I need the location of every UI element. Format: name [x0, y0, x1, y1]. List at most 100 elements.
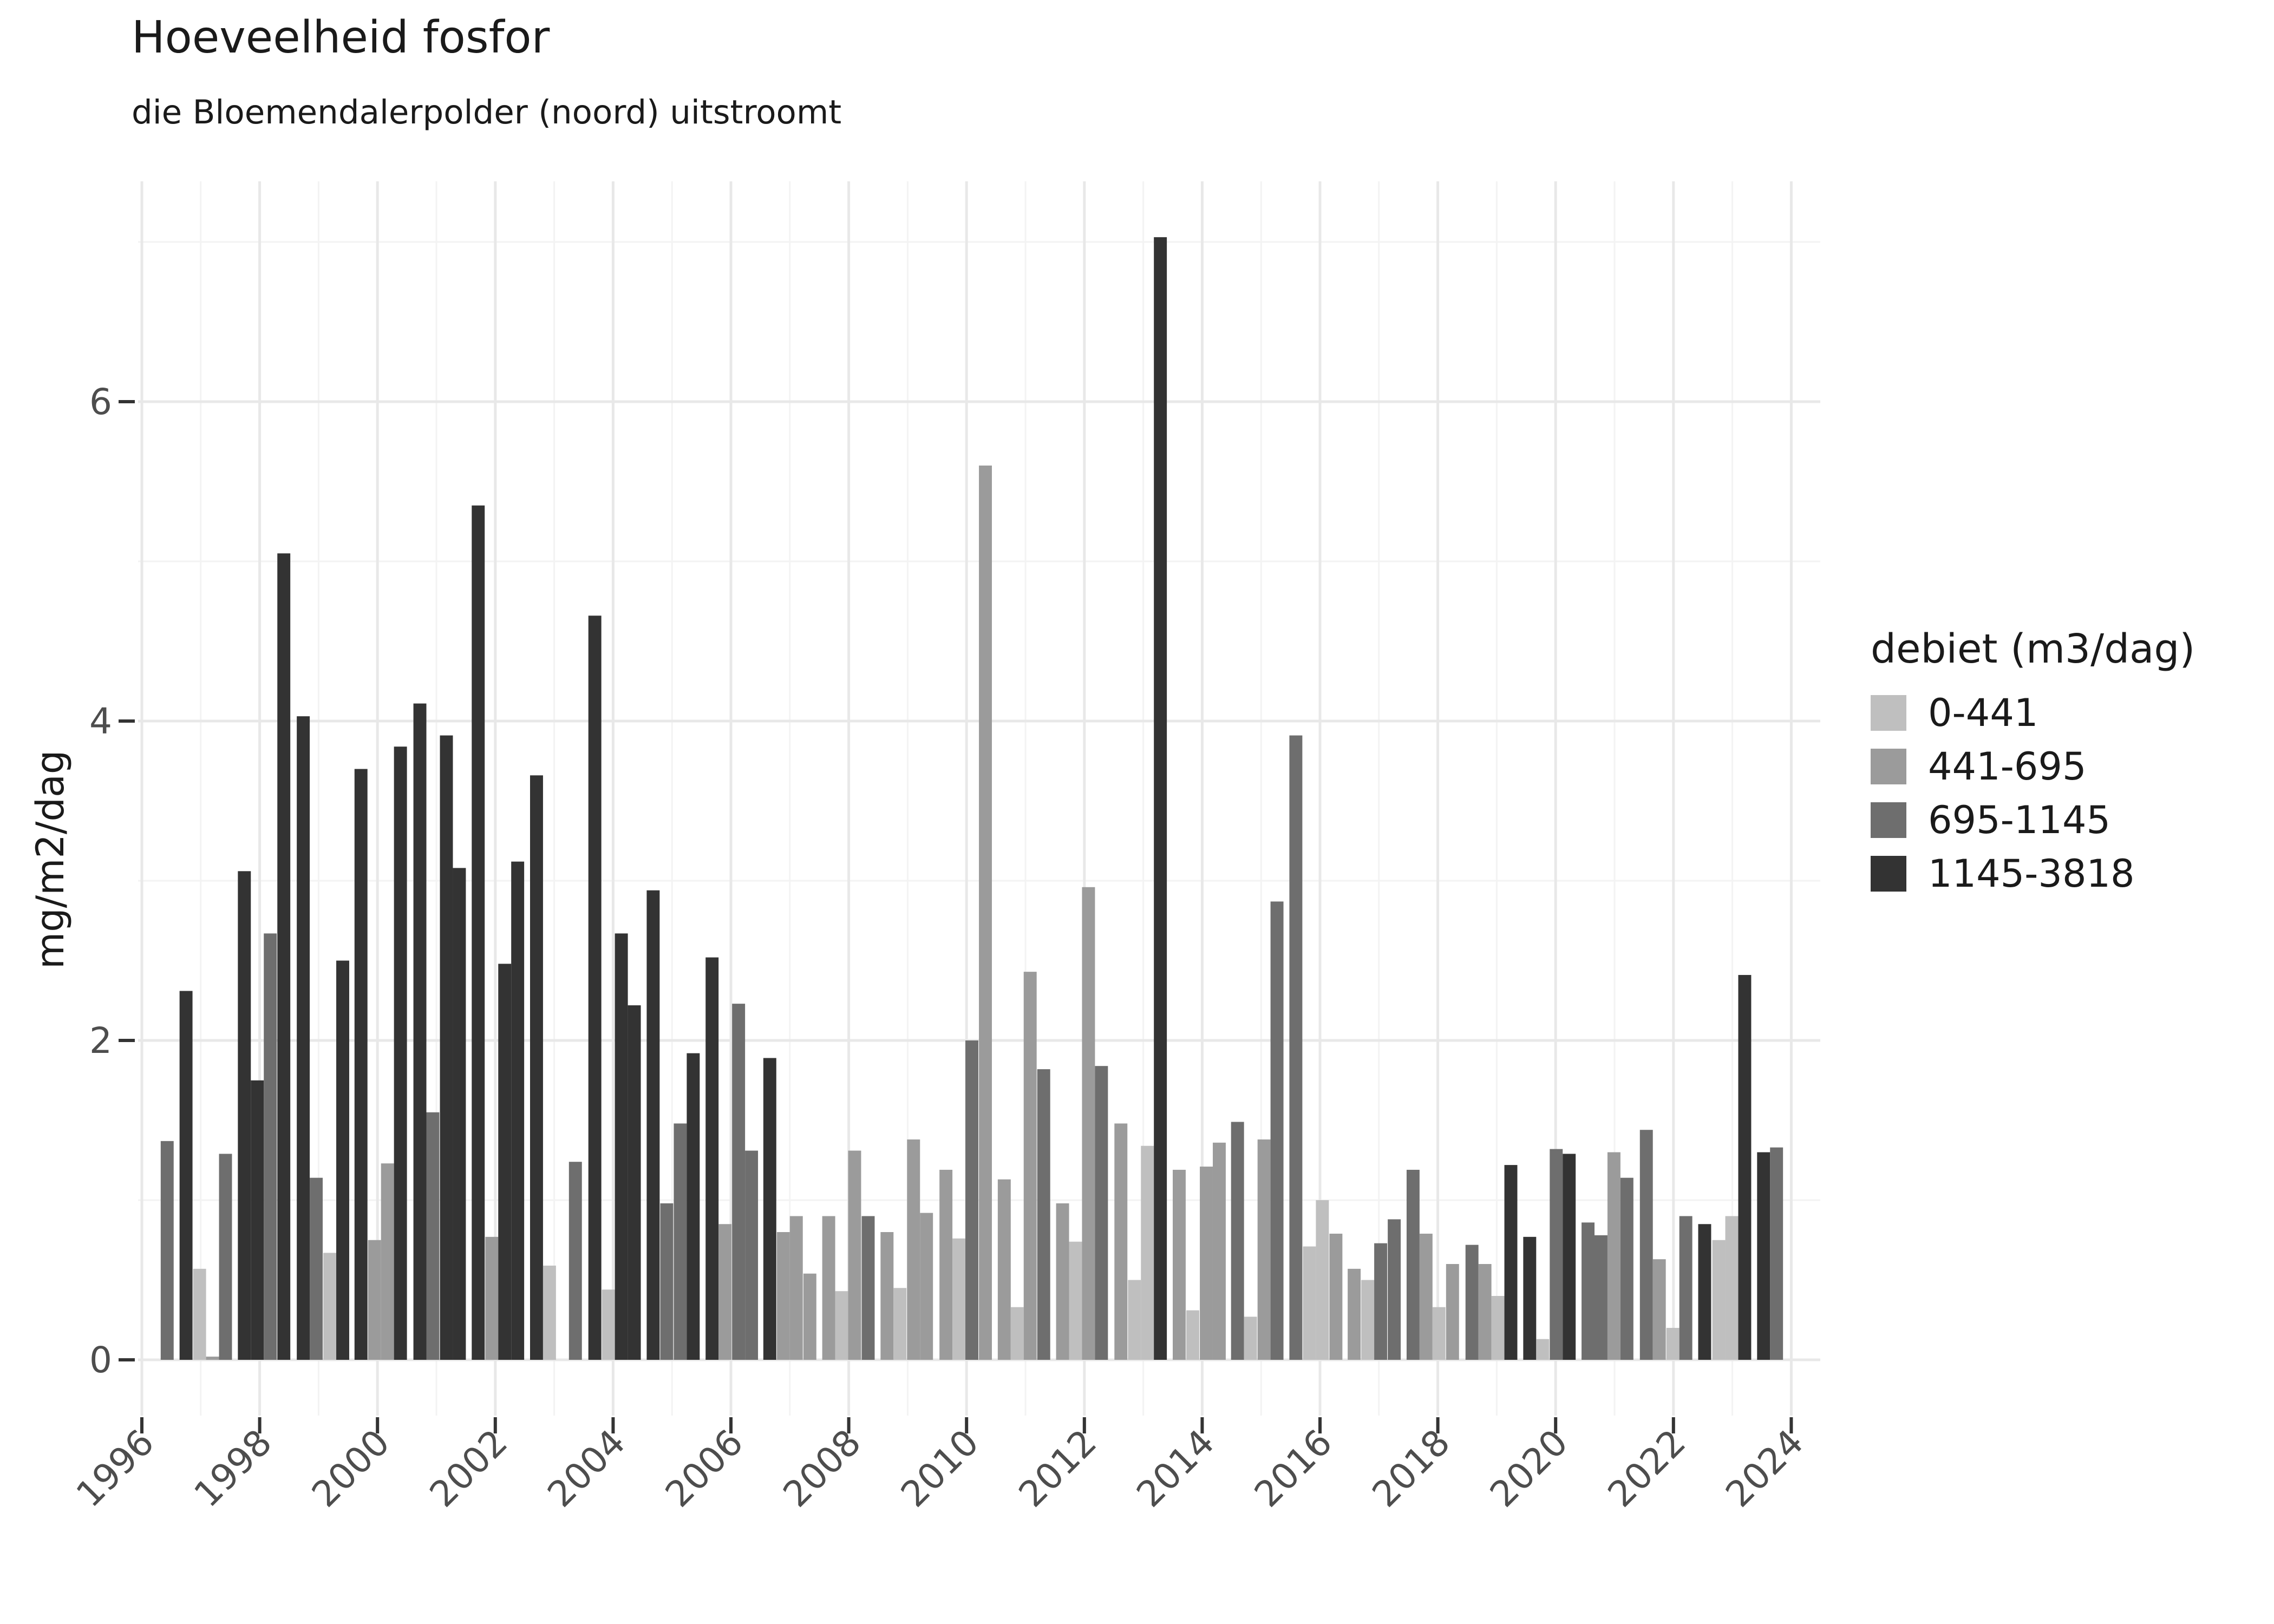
- bar: [1303, 1246, 1316, 1360]
- legend-item: 441-695: [1871, 744, 2195, 789]
- bar: [1639, 1130, 1653, 1360]
- bar: [1270, 901, 1284, 1360]
- bar: [660, 1203, 674, 1360]
- bar: [1478, 1264, 1492, 1360]
- x-tick-label: 2018: [1364, 1422, 1458, 1515]
- legend-swatch-1145-3818: [1871, 856, 1906, 892]
- bar: [1257, 1139, 1271, 1360]
- bar: [498, 964, 512, 1360]
- bar: [368, 1240, 381, 1360]
- bar: [1200, 1167, 1213, 1360]
- bar: [1128, 1280, 1141, 1360]
- legend-swatch-695-1145: [1871, 802, 1906, 838]
- bar: [1419, 1233, 1433, 1360]
- y-tick-label: 6: [89, 381, 112, 423]
- chart-subtitle: die Bloemendalerpolder (noord) uitstroom…: [132, 93, 842, 132]
- bar: [861, 1216, 875, 1360]
- bar: [1023, 972, 1037, 1360]
- bar: [1536, 1339, 1550, 1360]
- bar: [907, 1139, 920, 1360]
- bar: [848, 1150, 861, 1360]
- bar: [160, 1141, 174, 1360]
- bar: [511, 861, 525, 1360]
- bar: [1582, 1222, 1595, 1360]
- bar: [880, 1232, 894, 1360]
- x-tick-label: 1998: [186, 1422, 280, 1515]
- x-tick-label: 2008: [775, 1422, 869, 1515]
- bar: [705, 957, 719, 1360]
- bar: [939, 1169, 953, 1360]
- bar: [1329, 1233, 1343, 1360]
- bar: [1173, 1169, 1186, 1360]
- bar: [413, 703, 427, 1360]
- bar: [453, 868, 466, 1360]
- legend-label: 695-1145: [1928, 798, 2111, 842]
- bar: [1374, 1243, 1388, 1360]
- bar: [1757, 1152, 1770, 1360]
- bar: [310, 1177, 323, 1360]
- bar: [718, 1224, 732, 1360]
- bar: [1595, 1235, 1608, 1360]
- bar: [687, 1053, 700, 1360]
- bar: [1725, 1216, 1739, 1360]
- bar: [1406, 1169, 1420, 1360]
- y-tick-label: 2: [89, 1020, 112, 1062]
- bar: [238, 871, 251, 1360]
- bar: [1316, 1200, 1329, 1360]
- bar: [1620, 1177, 1633, 1360]
- bar: [1361, 1280, 1375, 1360]
- bar: [1069, 1241, 1082, 1360]
- bar: [219, 1154, 232, 1360]
- bar: [1388, 1219, 1401, 1360]
- bar: [277, 553, 291, 1360]
- bar: [1212, 1142, 1226, 1360]
- bar: [1141, 1145, 1154, 1360]
- bar: [1056, 1203, 1069, 1360]
- bar: [1491, 1296, 1505, 1360]
- bar: [588, 615, 602, 1360]
- bar: [745, 1150, 759, 1360]
- bar: [543, 1265, 556, 1360]
- bar: [615, 933, 628, 1360]
- bar: [264, 933, 277, 1360]
- bar: [763, 1058, 776, 1360]
- bar: [1666, 1328, 1680, 1360]
- bar: [997, 1179, 1011, 1360]
- bar: [646, 890, 660, 1360]
- x-tick-label: 2002: [422, 1422, 515, 1515]
- bar: [965, 1040, 978, 1360]
- legend-label: 0-441: [1928, 691, 2038, 735]
- x-tick-label: 2000: [304, 1422, 397, 1515]
- y-tick-label: 4: [89, 700, 112, 742]
- x-tick-label: 2016: [1246, 1422, 1340, 1515]
- bar: [674, 1123, 687, 1360]
- bar: [297, 716, 310, 1360]
- bar: [1244, 1317, 1257, 1360]
- bar: [472, 505, 485, 1360]
- x-tick-label: 2014: [1128, 1422, 1222, 1515]
- bar: [1679, 1216, 1693, 1360]
- bar: [1523, 1236, 1537, 1360]
- bar: [426, 1112, 440, 1360]
- bar: [381, 1163, 394, 1360]
- bar: [776, 1232, 790, 1360]
- bar: [1289, 735, 1303, 1360]
- legend: debiet (m3/dag) 0-441 441-695 695-1145 1…: [1871, 626, 2195, 905]
- legend-item: 0-441: [1871, 691, 2195, 735]
- bar: [1154, 237, 1167, 1360]
- bar: [1504, 1165, 1518, 1360]
- bar: [1231, 1122, 1244, 1360]
- bar: [602, 1289, 615, 1360]
- bar: [979, 466, 992, 1360]
- legend-item: 695-1145: [1871, 798, 2195, 842]
- bar: [1186, 1310, 1199, 1360]
- x-tick-label: 2022: [1600, 1422, 1694, 1515]
- x-tick-label: 2024: [1717, 1422, 1811, 1515]
- bar: [1770, 1147, 1783, 1360]
- bar: [822, 1216, 835, 1360]
- bar: [789, 1216, 803, 1360]
- bar: [1010, 1307, 1024, 1360]
- bar: [1348, 1268, 1361, 1360]
- bar: [1095, 1066, 1108, 1360]
